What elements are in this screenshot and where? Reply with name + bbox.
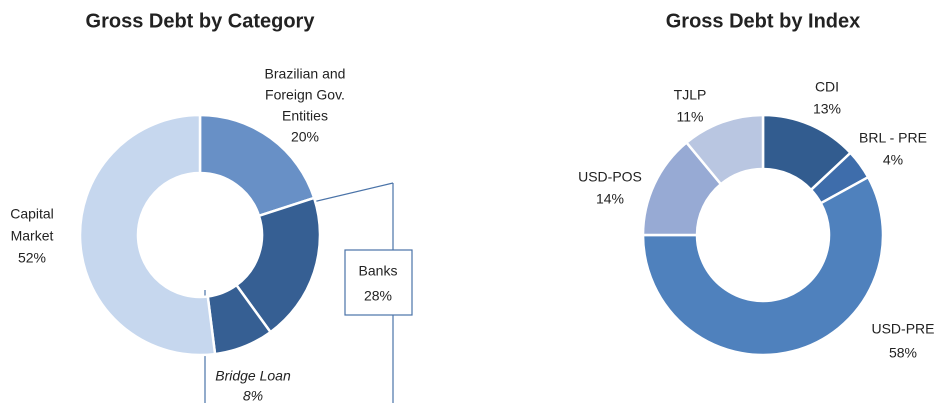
sub-slice-value-label: 8% [243,388,263,403]
slice-label: USD-PRE [871,321,934,337]
slice-label: USD-POS [578,169,642,185]
slice-label: TJLP [674,87,707,103]
slice-label: Entities [282,108,328,124]
slice-label: Foreign Gov. [265,87,345,103]
donut-slice [234,196,322,334]
slice-label: BRL - PRE [859,130,927,146]
slice-value-label: 20% [291,129,319,145]
donut-slice [78,113,217,357]
slice-value-label: 14% [596,191,624,207]
chart-title: Gross Debt by Index [666,10,861,32]
label-box [344,249,413,316]
slice-value-label: 28% [364,288,392,304]
slice-value-label: 4% [883,152,903,168]
slice-value-label: 11% [677,109,704,125]
chart-title: Gross Debt by Category [86,10,316,32]
sub-slice-label: Bridge Loan [215,368,291,384]
donut-slice [198,113,316,218]
slice-label: Brazilian and [265,66,346,82]
slice-value-label: 52% [18,250,46,266]
slice-value-label: 13% [813,101,841,117]
slice-label: CDI [815,79,839,95]
slice-label: Banks [359,263,398,279]
slice-label: Capital [10,206,54,222]
slice-value-label: 58% [889,345,917,361]
donut-slice [641,175,885,357]
donut-slice [684,113,765,186]
slice-label: Market [11,228,54,244]
